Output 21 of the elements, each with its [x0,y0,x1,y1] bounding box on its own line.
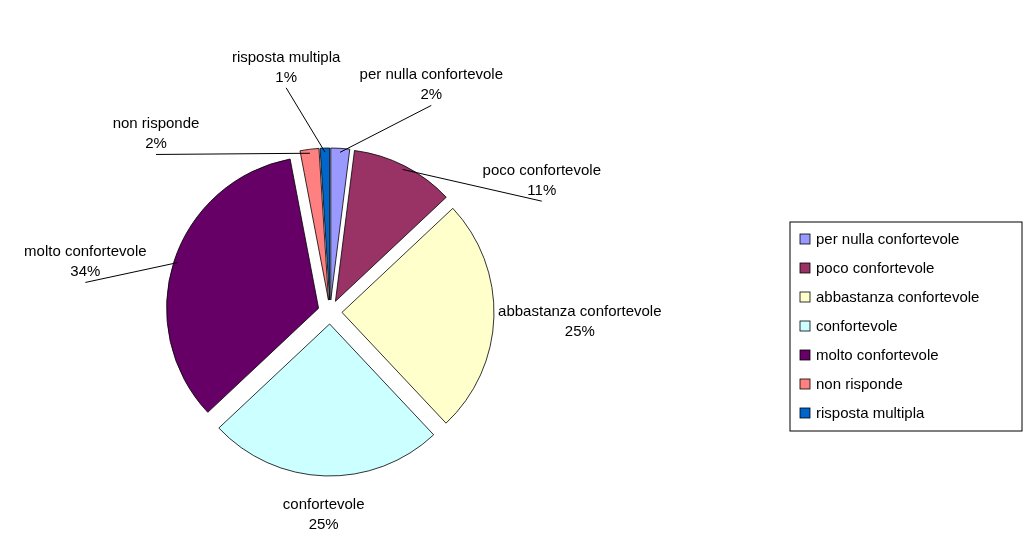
data-label: 1% [275,67,297,85]
slice-label: per nulla confortevole [359,65,503,83]
slice-label: poco confortevole [482,161,601,179]
slice-label: confortevole [282,495,365,513]
legend-label: poco confortevole [816,259,935,276]
slice-label: abbastanza confortevole [498,302,662,320]
slice-label: non risponde [112,114,200,132]
legend-label: abbastanza confortevole [816,288,980,305]
legend-label: risposta multipla [816,404,926,421]
data-label: 2% [420,85,443,103]
slice-label: risposta multipla [231,47,341,65]
slice-label: molto confortevole [24,242,147,260]
data-label: 2% [145,134,167,152]
legend-label: confortevole [816,317,898,334]
legend-label: non risponde [816,375,903,392]
data-label: 11% [527,181,557,199]
legend-label: per nulla confortevole [816,230,960,247]
data-label: 25% [564,322,595,340]
data-label: 34% [70,262,101,280]
data-label: 25% [308,515,339,533]
legend-label: molto confortevole [816,346,939,363]
